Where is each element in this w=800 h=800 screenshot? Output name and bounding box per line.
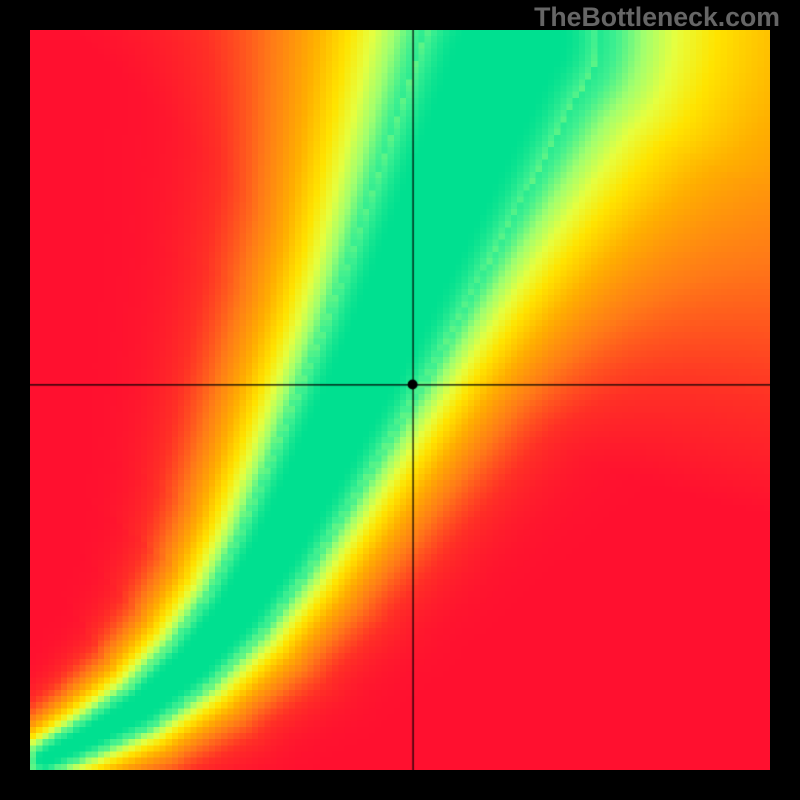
watermark-text: TheBottleneck.com xyxy=(534,2,780,33)
crosshair-overlay xyxy=(30,30,770,770)
chart-container: TheBottleneck.com xyxy=(0,0,800,800)
